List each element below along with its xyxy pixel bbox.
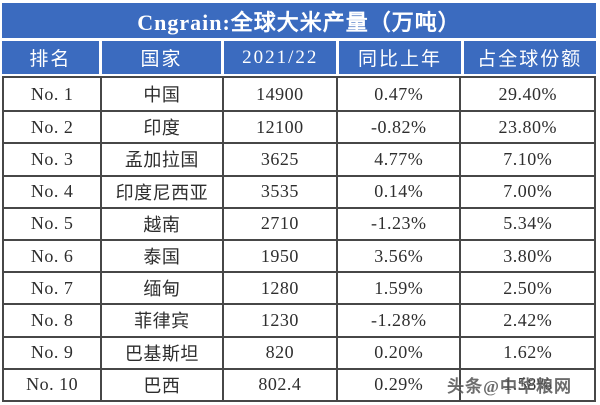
table-row: No. 6 泰国 1950 3.56% 3.80% xyxy=(4,238,594,272)
table-title: Cngrain:全球大米产量（万吨） xyxy=(2,3,596,38)
cell-production: 14900 xyxy=(221,78,336,111)
cell-share: 3.80% xyxy=(459,240,594,272)
table-row: No. 10 巴西 802.4 0.29% 1.58% xyxy=(4,367,594,400)
cell-rank: No. 9 xyxy=(30,342,74,363)
table-row: No. 1 中国 14900 0.47% 29.40% xyxy=(4,78,594,111)
table-row: No. 5 越南 2710 -1.23% 5.34% xyxy=(4,206,594,239)
cell-rank: No. 10 xyxy=(26,374,79,395)
cell-yoy: 1.59% xyxy=(336,273,459,304)
cell-country: 越南 xyxy=(100,208,222,239)
cell-country: 孟加拉国 xyxy=(100,144,222,175)
cell-share: 7.10% xyxy=(459,144,594,175)
table-row: No. 2 印度 12100 -0.82% 23.80% xyxy=(4,110,594,143)
cell-share: 23.80% xyxy=(459,112,594,143)
cell-country: 印度尼西亚 xyxy=(100,176,222,207)
cell-yoy: 0.29% xyxy=(336,369,459,400)
cell-share: 29.40% xyxy=(459,78,594,111)
table-row: No. 3 孟加拉国 3625 4.77% 7.10% xyxy=(4,142,594,175)
cell-rank: No. 7 xyxy=(30,277,74,298)
cell-rank: No. 3 xyxy=(30,148,74,169)
table-header-row: 排名 国家 2021/22 同比上年 占全球份额 xyxy=(2,41,596,74)
cell-rank: No. 5 xyxy=(30,213,74,234)
cell-yoy: -1.23% xyxy=(336,208,459,239)
cell-yoy: 3.56% xyxy=(336,240,459,272)
cell-yoy: 0.20% xyxy=(336,337,459,368)
cell-rank: No. 1 xyxy=(30,83,74,104)
table-row: No. 4 印度尼西亚 3535 0.14% 7.00% xyxy=(4,174,594,207)
cell-country: 印度 xyxy=(100,112,222,143)
header-cell-season: 2021/22 xyxy=(221,41,336,74)
cell-yoy: 4.77% xyxy=(336,144,459,175)
cell-rank: No. 8 xyxy=(30,309,74,330)
cell-share: 2.50% xyxy=(459,273,594,304)
table-row: No. 8 菲律宾 1230 -1.28% 2.42% xyxy=(4,303,594,336)
cell-share: 1.58% xyxy=(459,369,594,400)
header-cell-rank: 排名 xyxy=(29,49,72,70)
cell-production: 802.4 xyxy=(221,369,336,400)
cell-country: 菲律宾 xyxy=(100,305,222,336)
header-cell-share: 占全球份额 xyxy=(460,41,596,74)
cell-country: 缅甸 xyxy=(100,273,222,304)
cell-share: 2.42% xyxy=(459,305,594,336)
cell-production: 820 xyxy=(221,337,336,368)
cell-country: 中国 xyxy=(100,78,222,111)
header-cell-country: 国家 xyxy=(98,41,221,74)
cell-share: 5.34% xyxy=(459,208,594,239)
cell-country: 巴基斯坦 xyxy=(100,337,222,368)
cell-share: 7.00% xyxy=(459,176,594,207)
cell-production: 2710 xyxy=(221,208,336,239)
table-body: No. 1 中国 14900 0.47% 29.40% No. 2 印度 121… xyxy=(2,76,596,402)
cell-yoy: -0.82% xyxy=(336,112,459,143)
cell-rank: No. 2 xyxy=(30,116,74,137)
cell-production: 1950 xyxy=(221,240,336,272)
cell-rank: No. 6 xyxy=(30,245,74,266)
table-row: No. 9 巴基斯坦 820 0.20% 1.62% xyxy=(4,335,594,368)
cell-share: 1.62% xyxy=(459,337,594,368)
cell-production: 1280 xyxy=(221,273,336,304)
cell-yoy: -1.28% xyxy=(336,305,459,336)
cell-production: 12100 xyxy=(221,112,336,143)
cell-production: 1230 xyxy=(221,305,336,336)
cell-production: 3535 xyxy=(221,176,336,207)
header-cell-yoy: 同比上年 xyxy=(336,41,460,74)
cell-production: 3625 xyxy=(221,144,336,175)
cell-country: 泰国 xyxy=(100,240,222,272)
cell-yoy: 0.14% xyxy=(336,176,459,207)
cell-rank: No. 4 xyxy=(30,181,74,202)
cell-yoy: 0.47% xyxy=(336,78,459,111)
cell-country: 巴西 xyxy=(100,369,222,400)
table-row: No. 7 缅甸 1280 1.59% 2.50% xyxy=(4,271,594,304)
